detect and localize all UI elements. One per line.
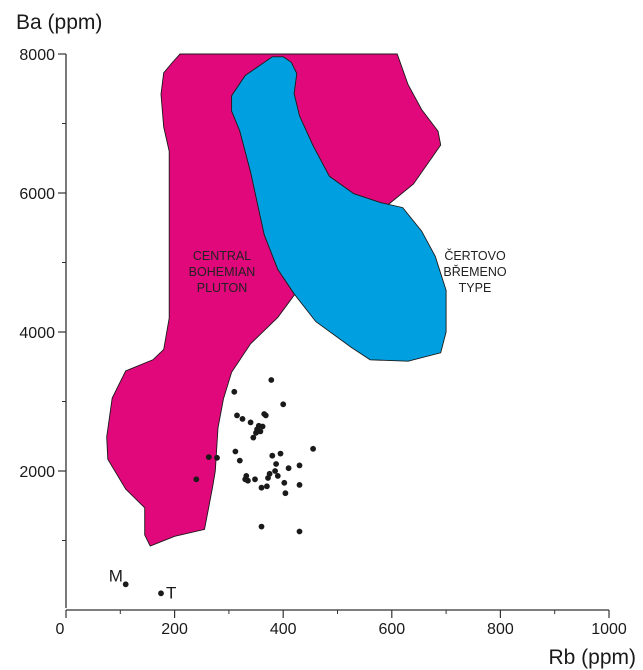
labelled-point-m [122,581,129,588]
y-tick-label: 2000 [19,464,55,481]
data-point [285,465,292,472]
data-point [282,490,289,497]
data-point [296,528,303,535]
region-label-certovo-bremeno-type: ČERTOVO [444,248,506,263]
data-point [247,419,254,426]
data-point [296,462,303,469]
x-tick-label: 1000 [591,621,627,638]
ticks-layer: 0 200 400 600 800 1000 2000 4000 6000 8000 [19,47,626,638]
region-label-central-bohemian-pluton: PLUTON [197,281,247,295]
data-point [258,523,265,530]
data-point [272,468,278,474]
data-point [205,454,212,460]
data-point [310,445,316,452]
data-point [231,388,238,395]
data-point [277,450,284,457]
labelled-point-t [158,590,164,597]
data-point [250,434,257,441]
region-label-central-bohemian-pluton: BOHEMIAN [189,265,256,279]
y-axis-title: Ba (ppm) [16,11,102,34]
data-point [258,484,265,491]
labels-layer: MT [109,566,177,602]
x-tick-label: 800 [487,621,514,638]
data-point [273,461,279,467]
region-label-central-bohemian-pluton: CENTRAL [193,249,251,263]
data-point [239,416,246,422]
point-label-t: T [166,583,176,602]
y-tick-label: 6000 [19,186,55,203]
data-point [264,483,270,490]
x-axis-title: Rb (ppm) [548,646,636,669]
data-point [193,476,200,483]
data-point [252,476,258,483]
y-tick-label: 4000 [19,325,55,342]
data-point [243,473,250,479]
region-central-bohemian-pluton [106,53,442,547]
data-point [245,477,251,484]
data-point [296,482,303,488]
region-certovo-bremeno-type [231,56,447,362]
data-point [268,377,275,383]
data-point [281,479,288,486]
region-label-certovo-bremeno-type: BŘEMENO [443,264,506,279]
region-label-certovo-bremeno-type: TYPE [459,281,492,295]
data-point [257,428,264,435]
data-point [262,412,269,419]
data-point [266,470,273,477]
data-point [234,412,240,419]
y-tick-label: 8000 [19,47,55,64]
x-tick-label: 400 [270,621,297,638]
x-tick-label: 600 [378,621,405,638]
data-point [236,457,243,464]
data-point [274,473,281,479]
data-point [232,448,239,455]
data-point [259,423,266,430]
point-label-m: M [109,566,123,585]
x-tick-label: 200 [161,621,188,638]
data-point [269,452,276,459]
data-point [214,454,220,461]
x-tick-label: 0 [56,621,65,638]
points-layer [193,377,316,535]
data-point [280,401,287,408]
